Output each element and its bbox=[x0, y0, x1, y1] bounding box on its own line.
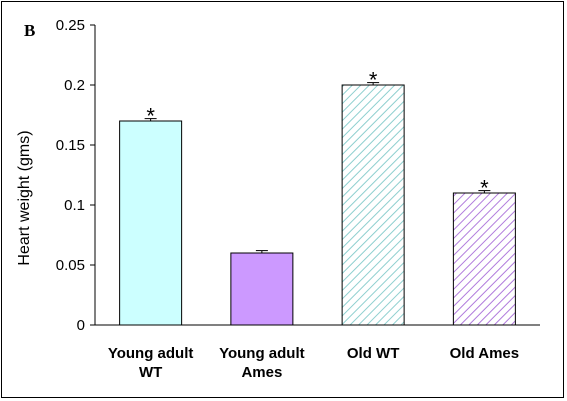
significance-marker: * bbox=[146, 104, 155, 129]
bar-2 bbox=[341, 84, 405, 326]
bar-3 bbox=[452, 192, 516, 326]
x-category-label: Old WT bbox=[347, 345, 400, 362]
y-tick-label: 0.15 bbox=[56, 137, 85, 154]
y-axis-ticks: 0 0.05 0.1 0.15 0.2 0.25 bbox=[56, 17, 95, 334]
x-axis-labels: Young adult WT Young adult Ames Old WT Old Am… bbox=[108, 345, 519, 381]
significance-marker: * bbox=[480, 176, 489, 201]
panel-label: B bbox=[24, 21, 35, 40]
y-tick-label: 0.05 bbox=[56, 257, 85, 274]
y-tick-label: 0 bbox=[77, 317, 85, 334]
bar-0 bbox=[119, 120, 183, 326]
x-category-label: Old Ames bbox=[450, 345, 519, 362]
y-axis-label: Heart weight (gms) bbox=[16, 130, 33, 265]
bars: * * * bbox=[119, 68, 516, 326]
y-tick-label: 0.25 bbox=[56, 17, 85, 34]
x-category-label: Young adult Ames bbox=[219, 345, 305, 381]
significance-marker: * bbox=[369, 68, 378, 93]
bar-1 bbox=[230, 252, 294, 326]
y-tick-label: 0.1 bbox=[64, 197, 85, 214]
x-category-label: Young adult WT bbox=[108, 345, 194, 381]
y-tick-label: 0.2 bbox=[64, 77, 85, 94]
